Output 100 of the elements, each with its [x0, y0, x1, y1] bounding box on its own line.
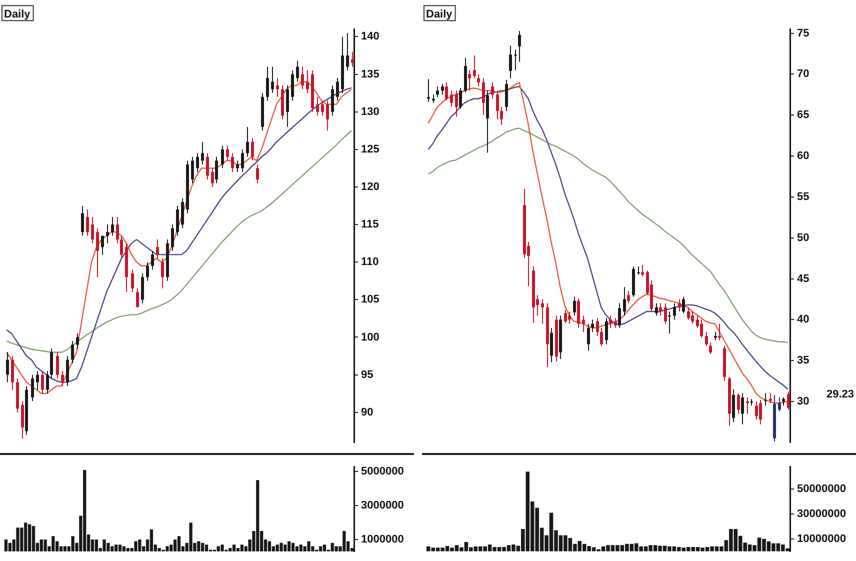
text: 29.23 — [826, 388, 854, 400]
candlestick — [116, 216, 119, 244]
y-tick-label: 5000000 — [361, 466, 404, 478]
candlestick — [491, 82, 494, 100]
candlestick — [482, 78, 485, 116]
candlestick — [181, 198, 184, 229]
candlestick — [455, 90, 458, 118]
candlestick — [659, 302, 662, 316]
candlestick — [236, 160, 239, 172]
candlestick — [623, 286, 626, 316]
y-tick-label: 35 — [797, 354, 810, 367]
candlestick — [221, 145, 224, 169]
candlestick — [296, 60, 299, 82]
candlestick — [76, 332, 79, 349]
candlestick — [346, 32, 349, 72]
candlestick — [256, 164, 259, 184]
chart-title: Daily — [426, 8, 454, 21]
candlestick — [468, 70, 471, 92]
candlestick — [301, 66, 304, 90]
candlestick — [514, 49, 517, 71]
candlestick — [271, 66, 274, 94]
candlestick — [641, 264, 644, 277]
y-tick-label: 3000000 — [361, 500, 404, 512]
candlestick — [496, 90, 499, 120]
candlestick — [31, 374, 34, 402]
candlestick — [176, 205, 179, 236]
candlestick — [91, 216, 94, 244]
chart-title: Daily — [4, 8, 32, 21]
y-tick-label: 65 — [797, 109, 810, 122]
candlestick — [618, 302, 621, 328]
candlestick — [316, 96, 319, 116]
candlestick — [705, 331, 708, 346]
candlestick — [787, 391, 790, 410]
candlestick — [156, 239, 159, 259]
candlestick — [211, 168, 214, 188]
candlestick — [741, 392, 744, 425]
candlestick — [226, 145, 229, 162]
candlestick — [191, 156, 194, 184]
y-tick-label: 140 — [361, 30, 380, 43]
candlestick — [609, 315, 612, 328]
y-tick-label: 110 — [361, 256, 379, 268]
candlestick — [568, 310, 571, 324]
candlestick — [101, 235, 104, 256]
candlestick — [718, 323, 721, 341]
candlestick — [550, 327, 553, 363]
candlestick — [6, 352, 9, 383]
candlestick — [11, 356, 14, 390]
candlestick — [759, 399, 762, 425]
candlestick — [445, 82, 448, 101]
candlestick — [441, 84, 444, 96]
candlestick — [141, 272, 144, 304]
candlestick — [764, 392, 767, 406]
candlestick — [459, 88, 462, 110]
candlestick — [111, 216, 114, 236]
candlestick — [71, 340, 74, 364]
candlestick — [541, 298, 544, 324]
candlestick — [564, 309, 567, 324]
candlestick — [709, 342, 712, 355]
candlestick — [196, 152, 199, 172]
y-tick-label: 50 — [797, 232, 810, 244]
y-tick-label: 100 — [361, 331, 380, 344]
candlestick — [746, 396, 749, 414]
candlestick — [86, 209, 89, 236]
candlestick — [587, 323, 590, 352]
candlestick — [668, 310, 671, 334]
candlestick — [286, 85, 289, 128]
candlestick — [582, 315, 585, 332]
candlestick — [450, 90, 453, 108]
candlestick — [627, 290, 630, 304]
y-tick-label: 30 — [797, 396, 810, 408]
candlestick — [231, 152, 234, 172]
candlestick — [505, 79, 508, 112]
y-tick-label: 1000000 — [361, 534, 404, 546]
y-tick-label: 50000000 — [797, 483, 846, 496]
candlestick — [737, 392, 740, 414]
candlestick — [336, 78, 339, 102]
candlestick — [351, 51, 354, 68]
candlestick — [206, 152, 209, 180]
candlestick — [326, 100, 329, 132]
candlestick — [614, 318, 617, 328]
candlestick — [241, 148, 244, 172]
candlestick — [246, 126, 249, 158]
y-tick-label: 45 — [797, 272, 810, 285]
y-tick-label: 130 — [361, 106, 380, 118]
y-tick-label: 30000000 — [797, 508, 846, 520]
candlestick — [477, 74, 480, 87]
candlestick — [682, 296, 685, 314]
y-tick-label: 90 — [361, 406, 374, 418]
candlestick — [664, 302, 667, 324]
candlestick — [591, 319, 594, 332]
candlestick — [50, 348, 53, 380]
candlestick — [41, 370, 44, 394]
candlestick — [136, 288, 139, 308]
candlestick — [201, 141, 204, 165]
candlestick — [306, 70, 309, 94]
y-tick-label: 55 — [797, 190, 810, 203]
candlestick — [106, 224, 109, 244]
candlestick — [66, 356, 69, 387]
candlestick — [436, 86, 439, 98]
candlestick — [732, 388, 735, 422]
